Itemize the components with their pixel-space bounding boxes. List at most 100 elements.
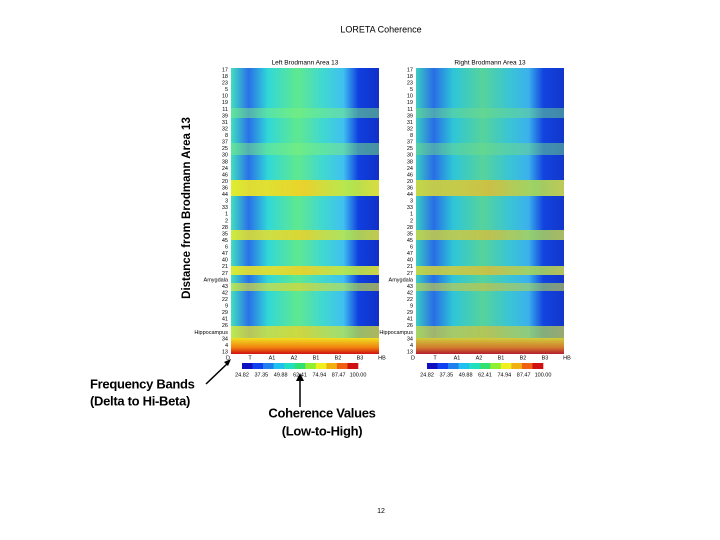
column-label: A2 bbox=[291, 355, 298, 361]
colorbar-label: 37.35 bbox=[439, 372, 453, 378]
row-label: 27 bbox=[222, 271, 228, 277]
row-label: 38 bbox=[407, 159, 413, 165]
row-label: 9 bbox=[225, 304, 228, 310]
annotation-line: Coherence Values bbox=[268, 405, 375, 420]
row-label: 38 bbox=[222, 159, 228, 165]
row-label: 46 bbox=[407, 172, 413, 178]
column-label: D bbox=[411, 355, 415, 361]
colorbar-label: 24.82 bbox=[420, 372, 434, 378]
row-label: 28 bbox=[407, 225, 413, 231]
row-label: 28 bbox=[222, 225, 228, 231]
colorbar-swatch bbox=[500, 363, 512, 369]
row-label: 43 bbox=[222, 284, 228, 290]
annotation-line: (Delta to Hi-Beta) bbox=[90, 393, 190, 408]
column-label: D bbox=[226, 355, 230, 361]
row-label: 37 bbox=[407, 140, 413, 146]
colorbar-label: 100.00 bbox=[350, 372, 367, 378]
row-label: 24 bbox=[407, 166, 413, 172]
row-label: 47 bbox=[222, 251, 228, 257]
row-label: 47 bbox=[407, 251, 413, 257]
colorbar-label: 62.41 bbox=[478, 372, 492, 378]
row-label: 23 bbox=[407, 81, 413, 87]
colorbar-swatch bbox=[263, 363, 274, 369]
column-label: A2 bbox=[476, 355, 483, 361]
row-label: 29 bbox=[222, 310, 228, 316]
row-label: 13 bbox=[222, 349, 228, 355]
colorbar-label: 37.35 bbox=[254, 372, 268, 378]
colorbar-swatch bbox=[305, 363, 317, 369]
row-label: 35 bbox=[407, 231, 413, 237]
colorbar-label: 74.94 bbox=[312, 372, 326, 378]
colorbar-swatch bbox=[532, 363, 544, 369]
row-label: 1 bbox=[225, 212, 228, 218]
colorbar-swatch bbox=[437, 363, 449, 369]
colorbar-swatch bbox=[458, 363, 470, 369]
row-label: 40 bbox=[407, 258, 413, 264]
row-label: 17 bbox=[407, 67, 413, 73]
row-label: 6 bbox=[410, 245, 413, 251]
row-label: 26 bbox=[407, 323, 413, 329]
column-label: B3 bbox=[357, 355, 364, 361]
row-label: Amygdala bbox=[204, 277, 229, 283]
column-label: HB bbox=[378, 355, 386, 361]
colorbar-swatch bbox=[479, 363, 491, 369]
slide-title: LORETA Coherence bbox=[340, 24, 421, 34]
row-label: 1 bbox=[410, 212, 413, 218]
colorbar-swatch bbox=[336, 363, 348, 369]
row-label: 3 bbox=[225, 199, 228, 205]
page-number: 12 bbox=[377, 508, 385, 515]
row-label: 17 bbox=[222, 67, 228, 73]
column-label: T bbox=[433, 355, 437, 361]
column-label: HB bbox=[563, 355, 571, 361]
colorbar-swatch bbox=[469, 363, 481, 369]
row-label: 36 bbox=[222, 185, 228, 191]
row-label: 10 bbox=[222, 94, 228, 100]
colorbar-swatch bbox=[294, 363, 306, 369]
panel-title: Left Brodmann Area 13 bbox=[272, 60, 339, 67]
colorbar-swatch bbox=[427, 363, 438, 369]
column-label: B2 bbox=[335, 355, 342, 361]
colorbar-label: 49.88 bbox=[459, 372, 473, 378]
annotation-line: Frequency Bands bbox=[90, 376, 195, 391]
row-label: Hippocampus bbox=[379, 330, 413, 336]
row-label: 22 bbox=[222, 297, 228, 303]
row-label: 6 bbox=[225, 245, 228, 251]
row-label: Hippocampus bbox=[194, 330, 228, 336]
colorbar-swatch bbox=[252, 363, 264, 369]
column-label: A1 bbox=[454, 355, 461, 361]
row-label: 8 bbox=[410, 133, 413, 139]
row-label: 4 bbox=[410, 343, 413, 349]
row-label: 2 bbox=[225, 218, 228, 224]
row-label: 30 bbox=[222, 153, 228, 159]
heatmap-right bbox=[416, 68, 564, 354]
row-label: 39 bbox=[222, 113, 228, 119]
row-label: 44 bbox=[222, 192, 228, 198]
annotation-line: (Low-to-High) bbox=[282, 423, 363, 438]
colorbar-swatch bbox=[511, 363, 523, 369]
row-label: Amygdala bbox=[389, 277, 414, 283]
row-label: 23 bbox=[222, 81, 228, 87]
row-label: 32 bbox=[407, 126, 413, 132]
row-label: 43 bbox=[407, 284, 413, 290]
column-label: B2 bbox=[520, 355, 527, 361]
colorbar-swatch bbox=[315, 363, 327, 369]
row-label: 2 bbox=[410, 218, 413, 224]
annotation-arrows bbox=[205, 359, 304, 407]
row-label: 9 bbox=[410, 304, 413, 310]
row-label: 3 bbox=[410, 199, 413, 205]
row-label: 24 bbox=[222, 166, 228, 172]
row-label: 30 bbox=[407, 153, 413, 159]
colorbar-swatch bbox=[326, 363, 338, 369]
colorbar-swatch bbox=[242, 363, 253, 369]
row-label: 21 bbox=[222, 264, 228, 270]
row-label: 35 bbox=[222, 231, 228, 237]
row-label: 20 bbox=[222, 179, 228, 185]
colorbar-swatch bbox=[284, 363, 296, 369]
row-label: 4 bbox=[225, 343, 228, 349]
row-label: 45 bbox=[222, 238, 228, 244]
colorbar-swatch bbox=[273, 363, 285, 369]
row-label: 22 bbox=[407, 297, 413, 303]
row-label: 42 bbox=[407, 290, 413, 296]
row-label: 33 bbox=[407, 205, 413, 211]
row-label: 45 bbox=[407, 238, 413, 244]
